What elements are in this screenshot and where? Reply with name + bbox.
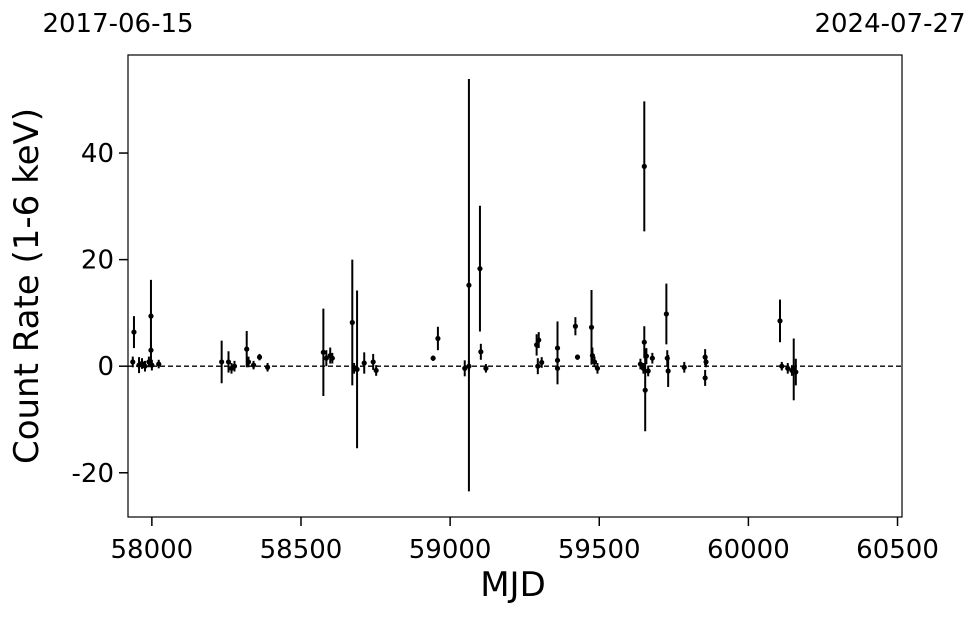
data-point xyxy=(477,266,483,272)
data-point xyxy=(349,319,355,326)
x-axis-label: MJD xyxy=(480,565,546,605)
data-point xyxy=(594,365,601,371)
y-tick-label: -20 xyxy=(72,459,114,489)
data-point xyxy=(430,355,436,361)
x-tick-label: 59500 xyxy=(558,535,641,565)
y-tick-label: 0 xyxy=(97,352,114,382)
data-point xyxy=(572,323,578,329)
data-point xyxy=(649,355,655,361)
data-point xyxy=(641,163,647,169)
data-point xyxy=(665,368,671,374)
data-point xyxy=(354,366,360,372)
y-tick-label: 40 xyxy=(81,139,114,169)
data-point xyxy=(643,353,649,359)
data-point xyxy=(435,335,441,342)
data-point xyxy=(320,349,326,355)
data-point xyxy=(245,359,252,365)
plot-frame xyxy=(127,54,903,518)
data-point xyxy=(131,329,137,335)
data-point xyxy=(323,355,329,361)
data-point xyxy=(663,311,669,317)
data-point xyxy=(554,345,561,351)
data-point xyxy=(793,369,799,375)
end-date-label: 2024-07-27 xyxy=(814,9,965,39)
x-tick-label: 58000 xyxy=(111,535,194,565)
x-tick-label: 58500 xyxy=(260,535,343,565)
data-point xyxy=(466,363,472,369)
x-tick-label: 59000 xyxy=(409,535,492,565)
x-tick-label: 60500 xyxy=(856,535,939,565)
data-point xyxy=(641,339,647,345)
data-point xyxy=(156,361,162,367)
x-tick-label: 60000 xyxy=(707,535,790,565)
data-point xyxy=(536,337,542,343)
data-point xyxy=(645,368,651,374)
data-point xyxy=(702,375,708,381)
data-point xyxy=(574,354,581,360)
data-point xyxy=(703,359,709,365)
data-point xyxy=(642,387,648,393)
data-point xyxy=(591,359,598,365)
data-point xyxy=(466,282,472,288)
data-point xyxy=(785,365,791,371)
data-point xyxy=(329,355,335,361)
data-point xyxy=(148,347,154,353)
data-point xyxy=(681,364,687,370)
y-axis-label: Count Rate (1-6 keV) xyxy=(7,108,47,464)
data-point xyxy=(231,363,238,369)
data-point xyxy=(264,364,271,370)
data-point xyxy=(149,362,155,368)
data-point xyxy=(130,359,136,365)
data-point xyxy=(373,367,379,374)
data-point xyxy=(637,361,644,367)
data-point xyxy=(535,363,541,369)
data-point xyxy=(483,365,489,371)
data-point xyxy=(148,313,154,319)
data-point xyxy=(244,346,250,352)
data-point xyxy=(142,363,148,369)
data-point xyxy=(250,362,257,368)
data-point xyxy=(588,324,595,330)
data-point xyxy=(219,359,225,365)
data-point xyxy=(225,359,232,365)
data-point xyxy=(554,365,561,371)
data-point xyxy=(256,354,263,360)
data-point xyxy=(361,360,367,366)
data-point xyxy=(779,363,785,369)
data-point xyxy=(777,318,783,324)
data-point xyxy=(539,359,545,366)
data-point xyxy=(462,365,468,371)
data-point xyxy=(370,359,376,365)
y-tick-label: 20 xyxy=(81,246,114,276)
data-point xyxy=(478,349,484,355)
start-date-label: 2017-06-15 xyxy=(42,9,193,39)
